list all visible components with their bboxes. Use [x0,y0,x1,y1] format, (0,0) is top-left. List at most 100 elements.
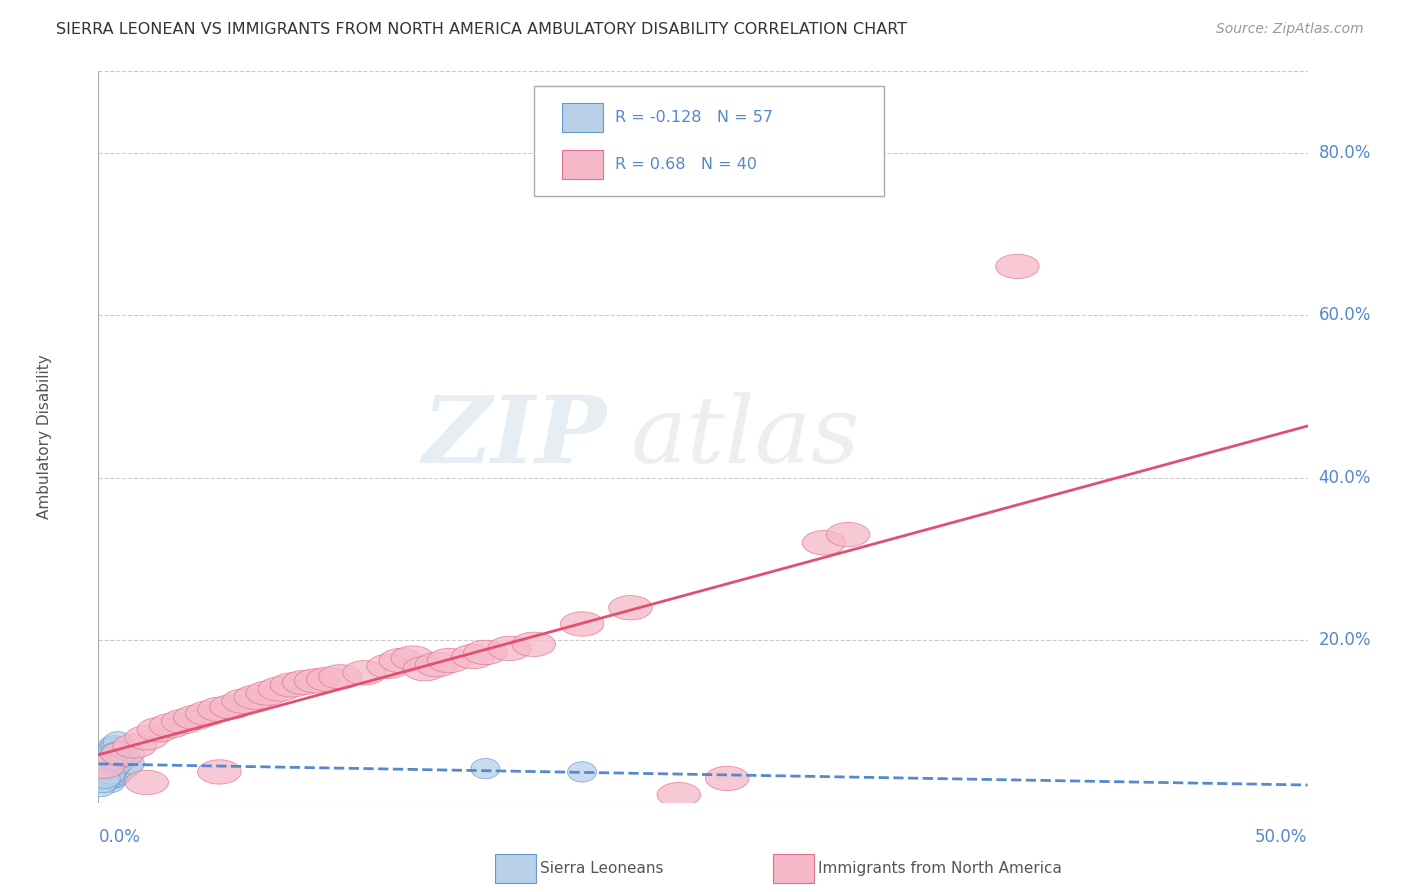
Ellipse shape [451,644,495,669]
Ellipse shape [96,772,125,793]
Text: 80.0%: 80.0% [1319,144,1371,161]
FancyBboxPatch shape [534,86,884,195]
Text: Sierra Leoneans: Sierra Leoneans [540,861,664,876]
Ellipse shape [96,739,125,760]
Ellipse shape [103,764,132,785]
Ellipse shape [94,766,122,787]
Text: Source: ZipAtlas.com: Source: ZipAtlas.com [1216,22,1364,37]
Ellipse shape [96,758,125,779]
Ellipse shape [94,744,122,764]
Ellipse shape [105,752,135,772]
Ellipse shape [98,760,128,780]
Ellipse shape [86,776,115,797]
Ellipse shape [91,756,120,776]
Ellipse shape [96,764,125,784]
Ellipse shape [91,752,120,772]
Ellipse shape [101,757,129,777]
Ellipse shape [112,756,142,776]
Ellipse shape [101,742,145,766]
Ellipse shape [98,756,128,776]
Ellipse shape [568,762,596,782]
Text: 40.0%: 40.0% [1319,468,1371,487]
Ellipse shape [108,744,138,764]
Ellipse shape [105,762,135,782]
Ellipse shape [105,739,135,760]
Ellipse shape [91,764,120,785]
Ellipse shape [108,749,138,770]
Ellipse shape [94,770,122,790]
Ellipse shape [259,677,301,701]
Ellipse shape [198,760,240,784]
Ellipse shape [112,734,156,758]
Ellipse shape [233,685,277,709]
Ellipse shape [101,747,129,768]
Ellipse shape [94,758,122,779]
Text: Immigrants from North America: Immigrants from North America [818,861,1062,876]
Ellipse shape [186,701,229,725]
Text: 50.0%: 50.0% [1256,829,1308,847]
Ellipse shape [89,772,118,793]
Ellipse shape [89,762,118,782]
Ellipse shape [391,646,434,670]
Ellipse shape [98,746,128,766]
Ellipse shape [108,760,138,780]
Text: ZIP: ZIP [422,392,606,482]
Ellipse shape [91,747,120,768]
Ellipse shape [319,665,361,689]
Ellipse shape [105,747,135,768]
Ellipse shape [706,766,749,790]
Ellipse shape [149,714,193,738]
Ellipse shape [125,771,169,795]
Ellipse shape [101,757,129,778]
Ellipse shape [270,673,314,698]
Ellipse shape [404,657,447,681]
Ellipse shape [82,754,125,779]
Text: 0.0%: 0.0% [98,829,141,847]
Ellipse shape [138,717,180,742]
FancyBboxPatch shape [773,854,814,883]
Ellipse shape [125,725,169,750]
Ellipse shape [89,760,118,780]
Ellipse shape [488,636,531,661]
Text: Ambulatory Disability: Ambulatory Disability [37,355,52,519]
Ellipse shape [91,768,120,789]
Ellipse shape [111,758,139,779]
Ellipse shape [209,695,253,719]
FancyBboxPatch shape [561,103,603,132]
Text: 60.0%: 60.0% [1319,306,1371,324]
Ellipse shape [98,768,128,789]
Ellipse shape [98,739,128,760]
Ellipse shape [294,669,337,693]
Ellipse shape [222,689,266,714]
Ellipse shape [415,652,458,677]
Ellipse shape [115,754,145,774]
Ellipse shape [173,706,217,730]
Ellipse shape [343,661,387,685]
Ellipse shape [96,744,125,764]
Ellipse shape [103,754,132,774]
Ellipse shape [96,750,125,771]
Ellipse shape [427,648,471,673]
Ellipse shape [803,531,845,555]
Ellipse shape [512,632,555,657]
Text: R = -0.128   N = 57: R = -0.128 N = 57 [614,110,773,125]
Ellipse shape [367,654,411,679]
Ellipse shape [103,731,132,752]
FancyBboxPatch shape [561,150,603,179]
Ellipse shape [246,681,290,706]
Ellipse shape [101,766,129,787]
Ellipse shape [307,667,350,691]
Text: R = 0.68   N = 40: R = 0.68 N = 40 [614,157,756,172]
Ellipse shape [995,254,1039,278]
Ellipse shape [94,762,122,782]
Ellipse shape [561,612,603,636]
Ellipse shape [94,747,122,768]
Text: 20.0%: 20.0% [1319,632,1371,649]
Ellipse shape [283,670,326,695]
Ellipse shape [111,746,139,766]
Ellipse shape [609,596,652,620]
Ellipse shape [162,709,205,734]
Ellipse shape [101,742,129,763]
Ellipse shape [98,750,128,771]
Ellipse shape [464,640,508,665]
